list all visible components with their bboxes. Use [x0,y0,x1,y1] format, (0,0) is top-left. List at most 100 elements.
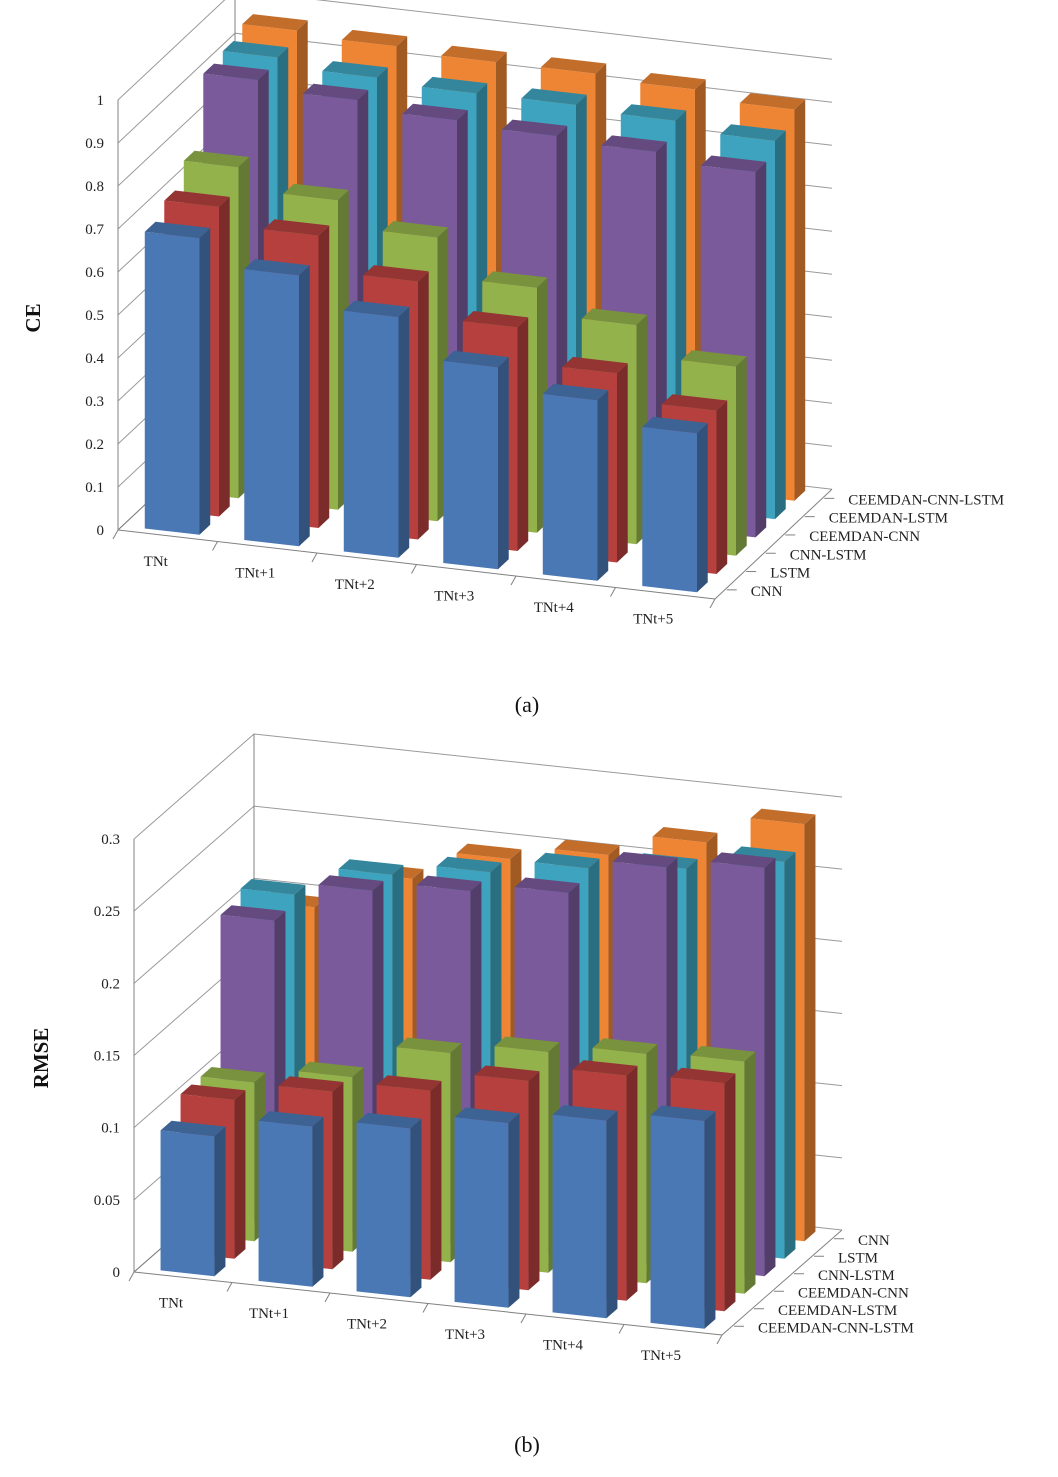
bar-side-face [398,306,410,558]
category-label-tnt-4: TNt+4 [543,1337,584,1353]
bar-top-face [521,88,587,105]
bar-top-face [572,1060,638,1076]
bar-front-face [650,1115,705,1329]
depth-label-lstm: LSTM [770,566,810,582]
bar-side-face [784,852,796,1259]
bar-top-face [443,350,509,368]
category-label-tnt-3: TNt+3 [434,588,474,604]
y-tick-label: 0.4 [85,351,104,367]
bar-top-face [180,1084,246,1100]
bar-top-face [620,104,687,121]
bar-top-face [341,29,408,47]
bar-top-face [220,905,286,921]
bar-top-face [144,221,211,239]
bar-side-face [606,1110,618,1319]
chart-ce-y-ticks: 0 0.1 0.2 0.3 0.4 0.5 0.6 0.7 0.8 0.9 1 [85,93,104,539]
x-tick [212,541,218,551]
bar-top-face [298,1061,364,1078]
depth-axis [714,488,833,600]
bar-top-face [581,308,648,325]
bar-side-face [736,356,747,556]
bar-side-face [234,1090,246,1259]
bar-cnn-tnt-4 [542,383,609,581]
chart-ce-caption: (a) [515,692,539,717]
depth-label-ceemdan-cnn: CEEMDAN-CNN [809,529,920,545]
y-tick-label: 0.6 [85,265,104,281]
bar-ceemdan-cnn-lstm-tnt-1 [258,1111,324,1287]
bar-side-face [804,814,816,1242]
bar-top-face [462,311,529,328]
bar-top-face [436,856,502,873]
bar-side-face [214,1126,226,1277]
bar-top-face [514,877,580,893]
chart-ce-ylabel: CE [21,303,45,332]
bar-front-face [160,1130,215,1277]
chart-rmse-y-ticks: 0 0.05 0.1 0.15 0.2 0.25 0.3 [94,832,120,1281]
bar-top-face [730,846,796,862]
gridline [133,733,843,840]
bar-top-face [720,124,786,141]
bar-top-face [650,1105,716,1121]
category-label-tnt-2: TNt+2 [335,577,375,593]
bar-top-face [382,221,449,238]
bar-side-face [704,1111,716,1329]
chart-rmse-depth-labels: CEEMDAN-CNN-LSTMCEEMDAN-LSTMCEEMDAN-CNNC… [734,1233,914,1336]
bar-side-face [299,265,310,547]
bar-side-face [219,196,230,517]
chart-rmse-caption: (b) [514,1432,540,1457]
y-tick-label: 0.2 [101,976,120,992]
bar-top-face [670,1067,736,1084]
bar-front-face [454,1117,509,1308]
bar-top-face [710,852,776,868]
bar-top-face [338,859,404,875]
bar-front-face [244,269,299,547]
bar-side-face [626,1065,638,1301]
chart-rmse-categories: TNt TNt+1 TNt+2 TNt+3 TNt+4 TNt+5 [128,1271,723,1364]
chart-ce: 00.10.20.30.40.50.60.70.80.91 TNtTNt+1TN… [21,0,1004,717]
category-label-tnt-2: TNt+2 [347,1316,387,1332]
bar-front-face [443,360,498,570]
bar-side-face [597,390,609,581]
chart-rmse-ylabel: RMSE [29,1028,53,1089]
bar-front-face [356,1122,411,1298]
y-tick-label: 0.1 [85,480,104,496]
category-label-tnt: TNt [159,1295,184,1311]
bar-top-face [396,1037,462,1053]
x-tick [411,564,417,574]
depth-label-cnn: CNN [858,1233,890,1249]
bar-top-face [258,1111,324,1127]
y-tick-label: 0.3 [85,394,104,410]
bar-top-face [739,93,806,110]
bar-top-face [343,300,410,317]
bar-top-face [640,73,706,90]
depth-label-ceemdan-lstm: CEEMDAN-LSTM [829,511,948,527]
bar-front-face [642,426,697,593]
y-tick-label: 0.9 [85,136,104,152]
bar-top-face [482,271,548,288]
bar-top-face [542,383,609,401]
bar-side-face [697,423,708,593]
y-tick-label: 0.1 [101,1121,120,1137]
category-label-tnt-4: TNt+4 [534,600,575,616]
bar-side-face [764,858,776,1277]
y-tick-label: 0 [113,1265,121,1281]
bar-top-face [416,875,482,892]
bar-ceemdan-cnn-lstm-tnt-3 [454,1107,520,1308]
bar-top-face [240,879,306,895]
bar-top-face [263,219,330,236]
bar-side-face [410,1118,422,1298]
x-tick [226,1282,233,1292]
bar-side-face [755,161,767,538]
bar-top-face [402,103,468,121]
bar-top-face [242,14,308,31]
x-tick [610,587,616,597]
bar-top-face [601,135,667,152]
x-tick [618,1324,625,1334]
bar-cnn-tnt-3 [443,350,509,570]
chart-rmse: 0 0.05 0.1 0.15 0.2 0.25 0.3 TNt TNt+1 TNt+2 TNt+… [29,733,914,1457]
x-tick [709,598,716,609]
bar-side-face [794,99,806,501]
bar-top-face [322,61,388,78]
